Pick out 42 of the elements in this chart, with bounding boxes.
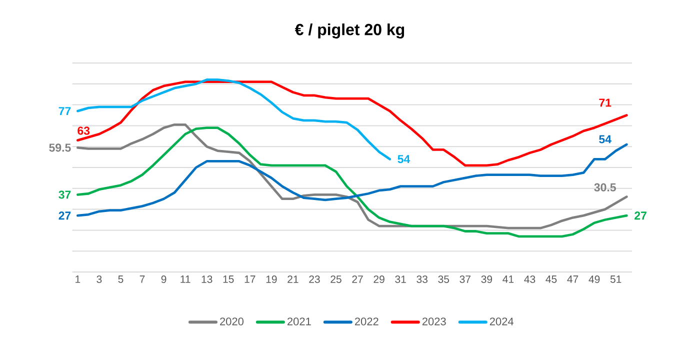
x-tick-label: 51 xyxy=(610,276,622,283)
x-tick-label: 25 xyxy=(330,276,342,283)
x-tick-label: 5 xyxy=(118,276,124,283)
x-tick-label: 33 xyxy=(416,276,428,283)
x-tick-label: 15 xyxy=(223,276,234,283)
annotation: 71 xyxy=(599,98,612,107)
data-label: 37 xyxy=(58,190,71,199)
data-label: 54 xyxy=(398,155,410,164)
x-tick-label: 17 xyxy=(244,276,256,283)
x-tick-label: 13 xyxy=(202,276,212,283)
x-tick-label: 31 xyxy=(395,276,406,283)
legend-label: 2024 xyxy=(490,318,514,326)
x-tick-label: 1 xyxy=(76,276,80,283)
x-tick-label: 27 xyxy=(352,276,363,283)
x-tick-label: 49 xyxy=(588,276,600,283)
x-tick-label: 3 xyxy=(96,276,102,283)
data-label: 77 xyxy=(58,107,71,116)
data-label: 63 xyxy=(78,126,90,135)
legend-label: 2021 xyxy=(287,318,311,326)
x-tick-label: 43 xyxy=(524,276,536,283)
data-label: 59.5 xyxy=(49,144,71,152)
x-tick-label: 35 xyxy=(438,276,450,283)
annotation: 30.5 xyxy=(594,183,616,192)
x-tick-label: 9 xyxy=(161,276,166,283)
legend-label: 2020 xyxy=(220,318,244,326)
x-tick-label: 7 xyxy=(140,276,145,283)
x-tick-label: 29 xyxy=(374,276,384,283)
chart-title: € / piglet 20 kg xyxy=(294,24,404,38)
x-tick-label: 23 xyxy=(309,276,320,283)
x-tick-label: 41 xyxy=(502,276,514,283)
legend-label: 2023 xyxy=(422,318,446,326)
x-tick-label: 37 xyxy=(460,276,470,283)
x-tick-label: 47 xyxy=(567,276,578,283)
annotation: 54 xyxy=(599,135,612,144)
data-label: 27 xyxy=(58,212,71,220)
data-label: 27 xyxy=(634,212,646,220)
x-tick-label: 19 xyxy=(266,276,277,283)
x-tick-label: 39 xyxy=(481,276,492,283)
legend-label: 2022 xyxy=(354,318,378,326)
x-tick-label: 45 xyxy=(546,276,557,283)
x-tick-label: 11 xyxy=(180,276,190,283)
x-tick-label: 21 xyxy=(288,276,298,283)
